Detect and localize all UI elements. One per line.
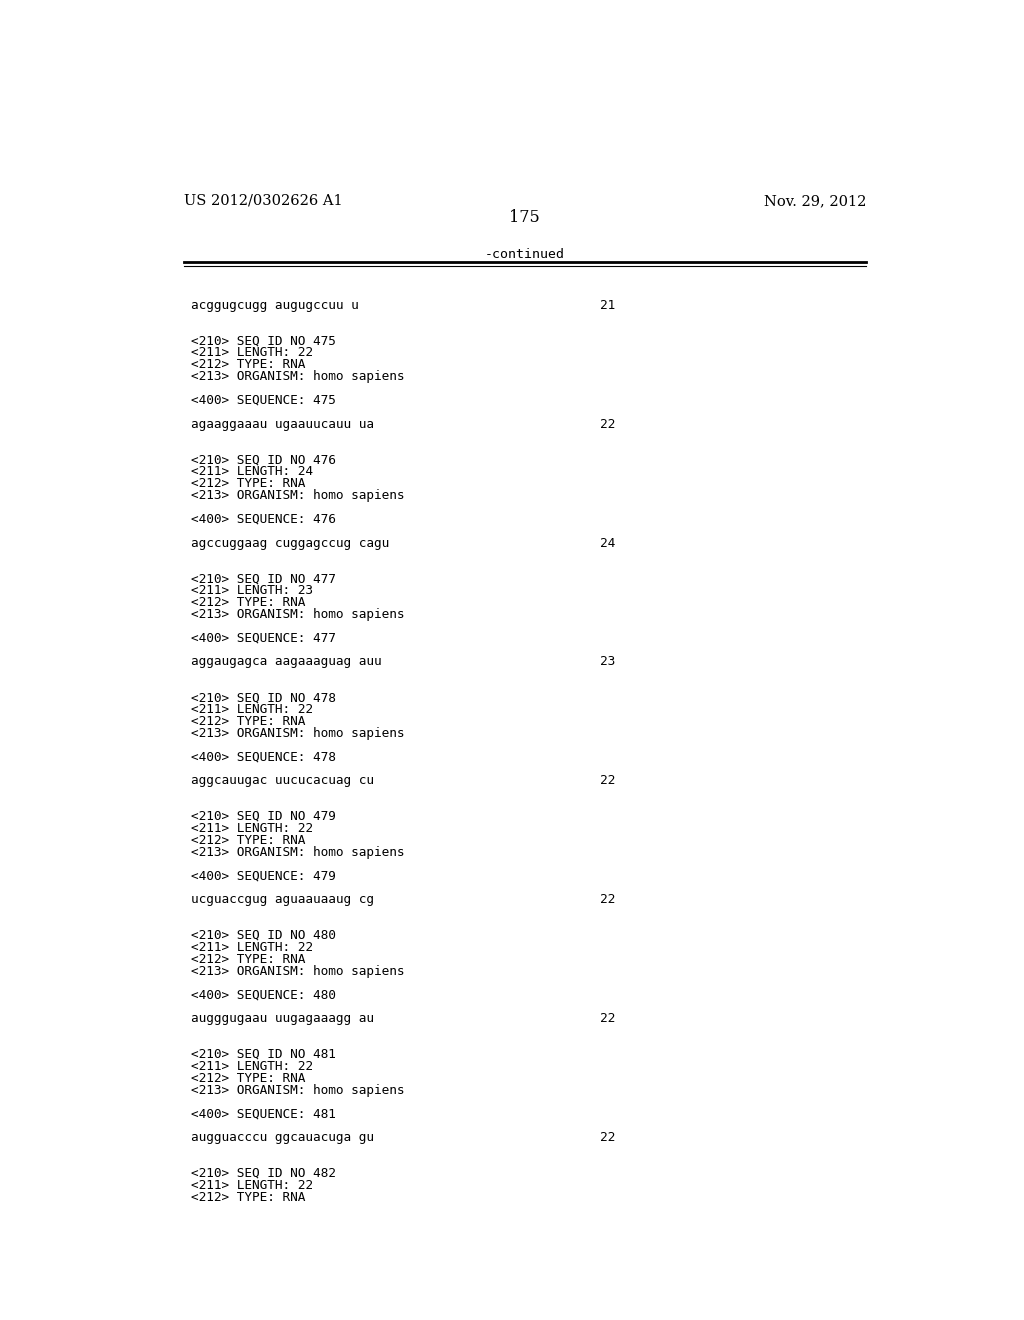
Text: <211> LENGTH: 22: <211> LENGTH: 22 [191,346,313,359]
Text: <212> TYPE: RNA: <212> TYPE: RNA [191,358,306,371]
Text: <212> TYPE: RNA: <212> TYPE: RNA [191,715,306,727]
Text: <213> ORGANISM: homo sapiens: <213> ORGANISM: homo sapiens [191,1084,404,1097]
Text: <211> LENGTH: 22: <211> LENGTH: 22 [191,704,313,715]
Text: ucguaccgug aguaauaaug cg: ucguaccgug aguaauaaug cg [191,894,375,907]
Text: <210> SEQ ID NO 479: <210> SEQ ID NO 479 [191,810,336,822]
Text: -continued: -continued [484,248,565,261]
Text: <212> TYPE: RNA: <212> TYPE: RNA [191,1072,306,1085]
Text: <400> SEQUENCE: 478: <400> SEQUENCE: 478 [191,751,336,763]
Text: <212> TYPE: RNA: <212> TYPE: RNA [191,1191,306,1204]
Text: <212> TYPE: RNA: <212> TYPE: RNA [191,953,306,966]
Text: <211> LENGTH: 22: <211> LENGTH: 22 [191,822,313,836]
Text: <210> SEQ ID NO 477: <210> SEQ ID NO 477 [191,572,336,585]
Text: <212> TYPE: RNA: <212> TYPE: RNA [191,834,306,847]
Text: 22: 22 [600,775,615,787]
Text: <210> SEQ ID NO 481: <210> SEQ ID NO 481 [191,1048,336,1061]
Text: augggugaau uugagaaagg au: augggugaau uugagaaagg au [191,1012,375,1026]
Text: augguacccu ggcauacuga gu: augguacccu ggcauacuga gu [191,1131,375,1144]
Text: 23: 23 [600,656,615,668]
Text: Nov. 29, 2012: Nov. 29, 2012 [764,194,866,209]
Text: 22: 22 [600,1012,615,1026]
Text: <400> SEQUENCE: 481: <400> SEQUENCE: 481 [191,1107,336,1121]
Text: <211> LENGTH: 22: <211> LENGTH: 22 [191,941,313,954]
Text: aggcauugac uucucacuag cu: aggcauugac uucucacuag cu [191,775,375,787]
Text: agaaggaaau ugaauucauu ua: agaaggaaau ugaauucauu ua [191,417,375,430]
Text: <212> TYPE: RNA: <212> TYPE: RNA [191,595,306,609]
Text: 22: 22 [600,894,615,907]
Text: acggugcugg augugccuu u: acggugcugg augugccuu u [191,298,359,312]
Text: <211> LENGTH: 23: <211> LENGTH: 23 [191,583,313,597]
Text: <400> SEQUENCE: 480: <400> SEQUENCE: 480 [191,989,336,1002]
Text: 24: 24 [600,536,615,549]
Text: <210> SEQ ID NO 482: <210> SEQ ID NO 482 [191,1167,336,1180]
Text: <213> ORGANISM: homo sapiens: <213> ORGANISM: homo sapiens [191,607,404,620]
Text: <213> ORGANISM: homo sapiens: <213> ORGANISM: homo sapiens [191,965,404,978]
Text: US 2012/0302626 A1: US 2012/0302626 A1 [183,194,342,209]
Text: aggaugagca aagaaaguag auu: aggaugagca aagaaaguag auu [191,656,382,668]
Text: <400> SEQUENCE: 479: <400> SEQUENCE: 479 [191,870,336,883]
Text: <210> SEQ ID NO 476: <210> SEQ ID NO 476 [191,453,336,466]
Text: <211> LENGTH: 24: <211> LENGTH: 24 [191,465,313,478]
Text: 175: 175 [509,210,541,226]
Text: <400> SEQUENCE: 475: <400> SEQUENCE: 475 [191,393,336,407]
Text: <213> ORGANISM: homo sapiens: <213> ORGANISM: homo sapiens [191,727,404,739]
Text: <211> LENGTH: 22: <211> LENGTH: 22 [191,1060,313,1073]
Text: <210> SEQ ID NO 478: <210> SEQ ID NO 478 [191,692,336,704]
Text: <211> LENGTH: 22: <211> LENGTH: 22 [191,1179,313,1192]
Text: 21: 21 [600,298,615,312]
Text: <212> TYPE: RNA: <212> TYPE: RNA [191,477,306,490]
Text: <213> ORGANISM: homo sapiens: <213> ORGANISM: homo sapiens [191,370,404,383]
Text: <213> ORGANISM: homo sapiens: <213> ORGANISM: homo sapiens [191,488,404,502]
Text: agccuggaag cuggagccug cagu: agccuggaag cuggagccug cagu [191,536,390,549]
Text: <210> SEQ ID NO 475: <210> SEQ ID NO 475 [191,334,336,347]
Text: <400> SEQUENCE: 477: <400> SEQUENCE: 477 [191,632,336,644]
Text: <213> ORGANISM: homo sapiens: <213> ORGANISM: homo sapiens [191,846,404,859]
Text: <400> SEQUENCE: 476: <400> SEQUENCE: 476 [191,512,336,525]
Text: 22: 22 [600,417,615,430]
Text: 22: 22 [600,1131,615,1144]
Text: <210> SEQ ID NO 480: <210> SEQ ID NO 480 [191,929,336,942]
